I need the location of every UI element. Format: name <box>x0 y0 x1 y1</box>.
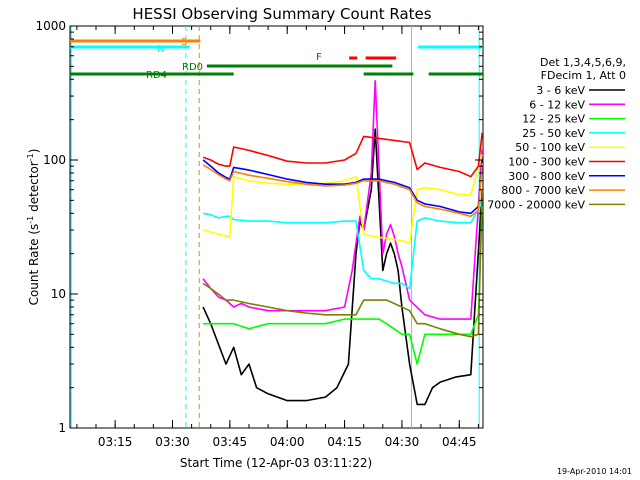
flag-label-s: S <box>181 37 187 48</box>
series-line-1 <box>202 128 483 406</box>
legend-entry-label: 800 - 7000 keV <box>501 184 585 197</box>
generation-timestamp: 19-Apr-2010 14:01 <box>557 467 632 476</box>
legend-entry-label: 50 - 100 keV <box>515 141 585 154</box>
legend-entry-label: 12 - 25 keV <box>522 113 585 126</box>
y-tick-label: 1000 <box>35 19 66 33</box>
flag-label-rd0: RD0 <box>182 62 203 73</box>
x-tick-label: 03:30 <box>155 435 190 449</box>
x-tick-label: 04:30 <box>385 435 420 449</box>
flag-label-n: N <box>157 44 164 55</box>
flag-label-f: F <box>316 52 322 63</box>
y-axis-label: Count Rate (s-1 detector-1) <box>26 149 41 306</box>
series-line-9 <box>202 189 483 338</box>
plot-area: 03:15 03:30 03:45 04:00 04:15 04:30 04:45 1101… <box>35 19 484 449</box>
y-tick-label: 1 <box>58 421 66 435</box>
y-axis-ticks: 1 10 100 1000 <box>35 19 483 435</box>
y-tick-label: 10 <box>51 287 66 301</box>
legend-entry-label: 100 - 300 keV <box>508 156 585 169</box>
chart-title: HESSI Observing Summary Count Rates <box>132 5 431 23</box>
x-tick-label: 03:15 <box>98 435 133 449</box>
series-line-3 <box>203 206 483 365</box>
series-line-7 <box>202 159 483 215</box>
plot-frame <box>69 25 484 429</box>
x-axis-label: Start Time (12-Apr-03 03:11:22) <box>180 456 372 470</box>
x-axis-ticks: 03:15 03:30 03:45 04:00 04:15 04:30 04:45 <box>76 26 479 449</box>
legend: Det 1,3,4,5,6,9, FDecim 1, Att 0 3 - 6 k… <box>487 56 626 211</box>
vertical-markers <box>70 26 480 428</box>
flag-label-rd4: RD4 <box>146 70 167 81</box>
series-line-2 <box>202 80 483 320</box>
legend-entry-label: 25 - 50 keV <box>522 127 585 140</box>
series-line-5 <box>202 154 483 244</box>
legend-entry-label: 3 - 6 keV <box>536 84 585 97</box>
legend-header-line1: Det 1,3,4,5,6,9, <box>540 56 626 69</box>
legend-entry-label: 7000 - 20000 keV <box>487 198 585 211</box>
x-tick-label: 03:45 <box>213 435 248 449</box>
series-lines <box>202 80 483 406</box>
flag-bars <box>70 39 483 76</box>
series-line-8 <box>202 162 483 218</box>
series-line-4 <box>202 202 483 290</box>
x-tick-label: 04:00 <box>270 435 305 449</box>
legend-entry-label: 300 - 800 keV <box>508 170 585 183</box>
x-tick-label: 04:15 <box>327 435 362 449</box>
x-tick-label: 04:45 <box>442 435 477 449</box>
y-tick-label: 100 <box>43 153 66 167</box>
legend-entry-label: 6 - 12 keV <box>529 98 585 111</box>
series-line-6 <box>202 132 483 178</box>
legend-header-line2: FDecim 1, Att 0 <box>541 69 626 82</box>
